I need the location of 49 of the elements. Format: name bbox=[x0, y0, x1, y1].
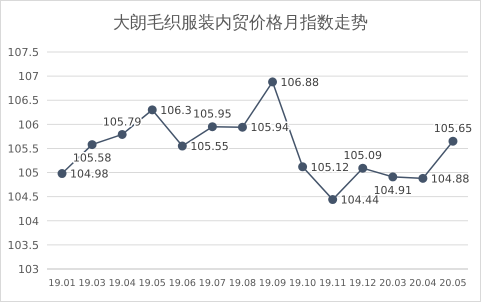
y-tick-label: 103.5 bbox=[8, 238, 39, 252]
point bbox=[208, 122, 217, 132]
data-label: 105.94 bbox=[250, 121, 289, 134]
point bbox=[148, 105, 157, 114]
point bbox=[448, 136, 458, 146]
x-tick-label: 19.01 bbox=[48, 278, 76, 289]
data-label: 106.88 bbox=[280, 76, 320, 89]
x-tick-label: 20.03 bbox=[379, 278, 406, 289]
data-label: 104.98 bbox=[70, 168, 109, 181]
y-tick-label: 107 bbox=[18, 70, 39, 84]
data-label: 105.55 bbox=[190, 140, 229, 154]
data-label: 106.3 bbox=[160, 104, 192, 117]
point bbox=[58, 169, 67, 178]
y-tick-label: 104.5 bbox=[8, 190, 39, 204]
data-label: 105.12 bbox=[310, 160, 350, 174]
point bbox=[268, 77, 278, 86]
x-tick-label: 19.09 bbox=[258, 278, 286, 289]
point bbox=[298, 162, 308, 172]
y-tick-label: 105.5 bbox=[8, 142, 39, 156]
y-tick-label: 103 bbox=[18, 263, 39, 276]
point bbox=[238, 122, 247, 132]
x-tick-label: 20.04 bbox=[409, 278, 436, 289]
y-tick-label: 107.5 bbox=[8, 46, 39, 59]
point bbox=[418, 174, 428, 183]
chart-title: 大朗毛织服装内贸价格月指数走势 bbox=[113, 13, 368, 33]
x-tick-label: 19.04 bbox=[108, 278, 136, 289]
x-tick-label: 19.05 bbox=[138, 278, 166, 289]
data-label: 104.88 bbox=[430, 172, 470, 186]
data-label: 105.95 bbox=[193, 108, 232, 121]
point bbox=[358, 164, 368, 173]
y-tick-label: 105 bbox=[18, 166, 39, 180]
point bbox=[328, 195, 338, 204]
x-tick-label: 19.07 bbox=[198, 278, 226, 289]
point bbox=[88, 140, 97, 150]
y-tick-label: 104 bbox=[18, 214, 39, 228]
x-tick-label: 19.11 bbox=[319, 278, 346, 289]
x-tick-label: 19.03 bbox=[78, 278, 106, 289]
data-label: 105.09 bbox=[344, 149, 382, 162]
y-tick-label: 106.5 bbox=[8, 94, 39, 108]
point bbox=[388, 172, 398, 182]
x-tick-label: 19.08 bbox=[228, 278, 256, 289]
x-tick-label: 20.05 bbox=[439, 278, 467, 289]
x-tick-label: 19.12 bbox=[349, 278, 376, 289]
point bbox=[178, 142, 187, 151]
y-tick-label: 106 bbox=[18, 118, 39, 132]
x-tick-label: 19.06 bbox=[168, 278, 196, 289]
data-label: 105.65 bbox=[434, 122, 472, 136]
point bbox=[118, 130, 127, 139]
x-tick-label: 19.10 bbox=[289, 278, 316, 289]
